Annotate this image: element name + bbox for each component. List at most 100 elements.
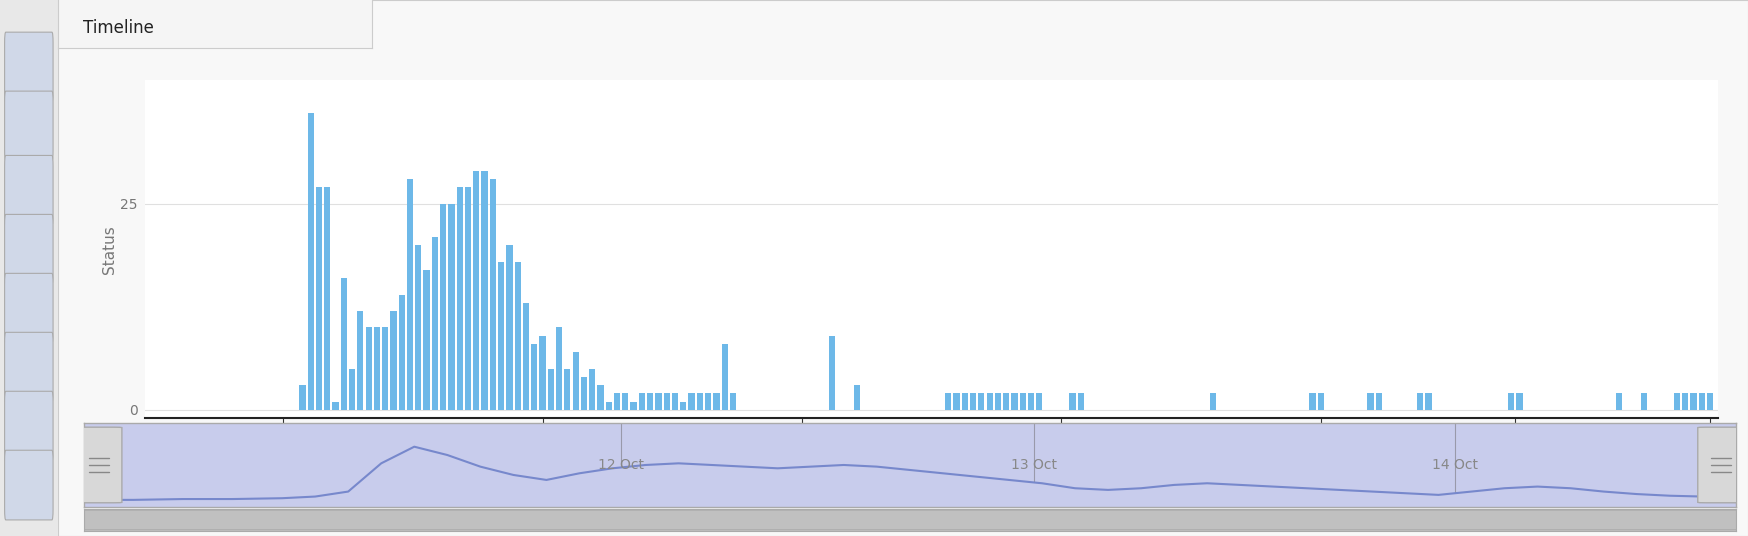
FancyBboxPatch shape: [1697, 427, 1745, 503]
Bar: [664, 393, 669, 410]
Bar: [332, 401, 339, 410]
Bar: [489, 179, 496, 410]
Bar: [1019, 393, 1026, 410]
Text: Timeline: Timeline: [82, 19, 154, 37]
Bar: [357, 311, 364, 410]
Bar: [374, 327, 379, 410]
Bar: [995, 393, 1002, 410]
Bar: [456, 188, 463, 410]
Bar: [1690, 393, 1697, 410]
Bar: [399, 295, 406, 410]
FancyBboxPatch shape: [75, 427, 122, 503]
Bar: [656, 393, 661, 410]
Bar: [447, 204, 454, 410]
Bar: [556, 327, 563, 410]
Bar: [547, 369, 554, 410]
Bar: [432, 237, 439, 410]
FancyBboxPatch shape: [5, 214, 52, 284]
Bar: [689, 393, 694, 410]
Bar: [1699, 393, 1704, 410]
Y-axis label: Status: Status: [101, 225, 117, 273]
Bar: [1318, 393, 1323, 410]
FancyBboxPatch shape: [68, 510, 1748, 530]
Bar: [481, 171, 488, 410]
Bar: [407, 179, 413, 410]
Bar: [1615, 393, 1622, 410]
Bar: [970, 393, 975, 410]
Bar: [323, 188, 330, 410]
Bar: [979, 393, 984, 410]
Bar: [638, 393, 645, 410]
Bar: [423, 270, 430, 410]
Text: 14 Oct: 14 Oct: [1432, 458, 1479, 472]
Bar: [308, 113, 315, 410]
Bar: [589, 369, 596, 410]
Bar: [365, 327, 372, 410]
Text: 12 Oct: 12 Oct: [598, 458, 643, 472]
Bar: [631, 401, 636, 410]
Bar: [1070, 393, 1075, 410]
Bar: [1517, 393, 1523, 410]
Bar: [316, 188, 322, 410]
Bar: [1028, 393, 1035, 410]
Bar: [465, 188, 472, 410]
Bar: [1012, 393, 1017, 410]
Bar: [341, 278, 346, 410]
Bar: [580, 377, 587, 410]
Bar: [523, 303, 530, 410]
Bar: [614, 393, 621, 410]
FancyBboxPatch shape: [5, 32, 52, 102]
Bar: [946, 393, 951, 410]
Bar: [514, 262, 521, 410]
Bar: [1425, 393, 1432, 410]
Bar: [350, 369, 355, 410]
Bar: [953, 393, 960, 410]
Bar: [1509, 393, 1514, 410]
Bar: [647, 393, 654, 410]
FancyBboxPatch shape: [5, 155, 52, 225]
Bar: [507, 245, 512, 410]
Bar: [440, 204, 446, 410]
Bar: [573, 352, 579, 410]
Bar: [671, 393, 678, 410]
Bar: [531, 344, 537, 410]
Bar: [722, 344, 727, 410]
Bar: [1675, 393, 1680, 410]
Bar: [1210, 393, 1217, 410]
Bar: [1003, 393, 1009, 410]
Bar: [680, 401, 687, 410]
Bar: [1367, 393, 1374, 410]
Bar: [390, 311, 397, 410]
Bar: [731, 393, 736, 410]
Bar: [1309, 393, 1316, 410]
FancyBboxPatch shape: [5, 391, 52, 461]
Bar: [1641, 393, 1647, 410]
Bar: [540, 336, 545, 410]
Bar: [1706, 393, 1713, 410]
Bar: [383, 327, 388, 410]
Bar: [474, 171, 479, 410]
Bar: [986, 393, 993, 410]
Text: 13 Oct: 13 Oct: [1010, 458, 1058, 472]
Bar: [1418, 393, 1423, 410]
Bar: [598, 385, 603, 410]
Bar: [1376, 393, 1383, 410]
Bar: [829, 336, 836, 410]
Bar: [855, 385, 860, 410]
Bar: [713, 393, 720, 410]
Bar: [697, 393, 703, 410]
Bar: [1077, 393, 1084, 410]
Bar: [704, 393, 711, 410]
Bar: [961, 393, 968, 410]
FancyBboxPatch shape: [5, 273, 52, 343]
FancyBboxPatch shape: [5, 450, 52, 520]
FancyBboxPatch shape: [5, 91, 52, 161]
Bar: [565, 369, 570, 410]
Bar: [416, 245, 421, 410]
Bar: [605, 401, 612, 410]
Bar: [1037, 393, 1042, 410]
Bar: [1682, 393, 1689, 410]
Bar: [498, 262, 503, 410]
Bar: [299, 385, 306, 410]
X-axis label: Time Stamp: Time Stamp: [876, 453, 988, 471]
